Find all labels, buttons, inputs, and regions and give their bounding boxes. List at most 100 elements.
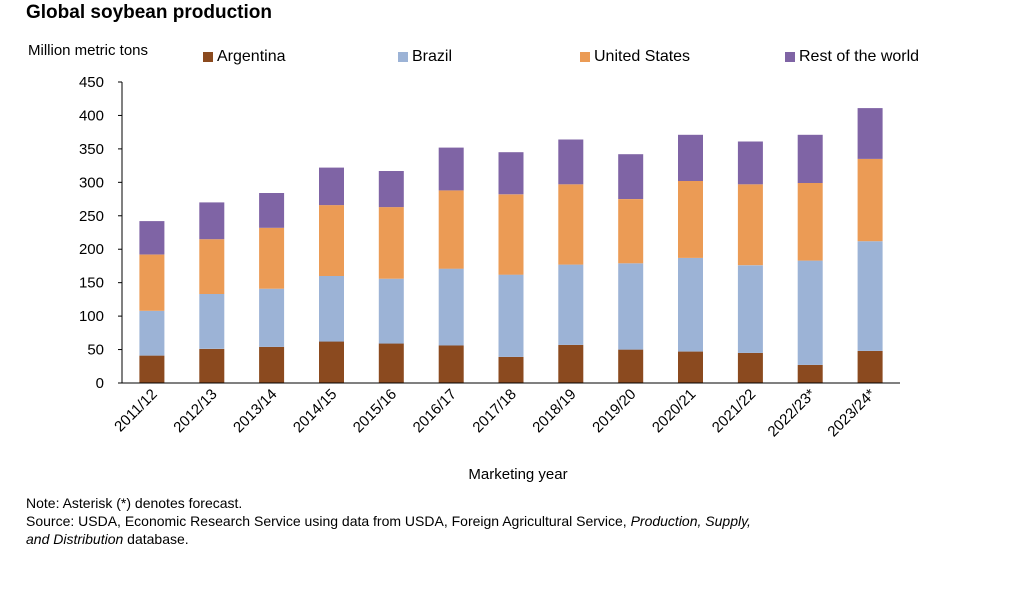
x-tick-label: 2015/16 [350, 386, 400, 436]
source-italic-2: and Distribution [26, 531, 124, 547]
legend-item-rest-of-world: Rest of the world [785, 48, 919, 66]
y-tick-label: 150 [79, 275, 104, 292]
bar-argentina-9 [678, 351, 703, 383]
bar-brazil-11 [797, 260, 823, 365]
legend-label-rest-of-world: Rest of the world [799, 48, 920, 65]
x-axis-label-text: Marketing year [468, 466, 568, 483]
bar-brazil-2 [259, 288, 285, 347]
legend-label-argentina: Argentina [217, 48, 286, 65]
bar-argentina-10 [737, 352, 763, 383]
y-tick-label: 50 [87, 342, 104, 359]
bar-rest-of-the-world-5 [438, 147, 464, 191]
bar-united-states-8 [618, 199, 644, 264]
y-tick-label: 400 [79, 107, 104, 124]
legend-item-brazil: Brazil [398, 48, 452, 66]
x-tick-label: 2017/18 [469, 386, 519, 436]
bar-brazil-12 [857, 241, 883, 351]
bar-rest-of-the-world-1 [199, 202, 225, 240]
bar-united-states-9 [678, 181, 703, 258]
bar-brazil-5 [438, 268, 464, 346]
bar-brazil-10 [737, 265, 763, 353]
legend-label-brazil: Brazil [412, 48, 453, 65]
bar-united-states-6 [498, 194, 524, 275]
x-tick-label: 2019/20 [589, 386, 639, 436]
bar-rest-of-the-world-11 [797, 134, 823, 183]
source-italic-1: Production, Supply, [630, 513, 751, 529]
bar-argentina-1 [199, 348, 225, 383]
y-tick-label: 250 [79, 208, 104, 225]
x-tick-label: 2018/19 [529, 386, 579, 436]
bar-rest-of-the-world-3 [319, 167, 344, 206]
y-tick-label: 350 [79, 141, 104, 158]
bar-brazil-6 [498, 274, 524, 357]
bar-united-states-10 [737, 184, 763, 266]
bar-brazil-8 [618, 263, 644, 350]
bar-argentina-6 [498, 356, 524, 383]
x-tick-label: 2013/14 [230, 386, 280, 436]
bar-rest-of-the-world-12 [857, 108, 883, 159]
y-tick-label: 100 [79, 308, 104, 325]
bar-brazil-4 [378, 278, 404, 344]
legend-label-united-states: United States [594, 48, 691, 65]
legend-item-argentina: Argentina [203, 48, 286, 66]
note-text: Note: Asterisk (*) denotes forecast. [26, 495, 243, 511]
x-tick-label: 2016/17 [410, 386, 460, 436]
bar-united-states-0 [139, 254, 165, 311]
bar-united-states-1 [199, 239, 225, 294]
bar-rest-of-the-world-2 [259, 193, 285, 228]
chart-notes: Note: Asterisk (*) denotes forecast. Sou… [26, 494, 926, 548]
bar-united-states-4 [378, 207, 404, 279]
bar-argentina-8 [618, 349, 644, 383]
bar-argentina-3 [319, 341, 344, 383]
x-tick-label: 2021/22 [709, 386, 759, 436]
legend-swatch-rest-of-world [785, 52, 795, 62]
x-tick-label: 2022/23* [765, 386, 820, 441]
bar-argentina-12 [857, 350, 883, 383]
y-tick-label: 300 [79, 174, 104, 191]
bar-argentina-7 [558, 344, 584, 383]
bar-rest-of-the-world-4 [378, 171, 404, 208]
x-tick-label: 2014/15 [290, 386, 340, 436]
y-tick-label: 0 [96, 375, 104, 392]
x-tick-label: 2012/13 [170, 386, 220, 436]
bar-brazil-3 [319, 276, 344, 342]
chart-plot: 2011/12 2012/13 2013/14 2014/15 2015/16 2016/… [79, 74, 900, 441]
bar-rest-of-the-world-0 [139, 221, 165, 255]
chart-title: Global soybean production [26, 2, 272, 23]
y-tick-label: 200 [79, 241, 104, 258]
legend-item-united-states: United States [580, 48, 690, 66]
legend-swatch-brazil [398, 52, 408, 62]
bar-brazil-7 [558, 264, 584, 345]
y-axis-label: Million metric tons [28, 42, 149, 59]
bar-brazil-9 [678, 257, 703, 352]
x-tick-label: 2020/21 [649, 386, 699, 436]
bar-argentina-2 [259, 346, 285, 383]
x-axis-label: Marketing year [0, 466, 1024, 483]
source-prefix: Source: USDA, Economic Research Service … [26, 513, 631, 529]
bar-united-states-11 [797, 183, 823, 261]
legend-swatch-united-states [580, 52, 590, 62]
legend: Argentina Brazil United States Rest of t… [0, 48, 1024, 70]
bar-argentina-5 [438, 345, 464, 383]
x-tick-label: 2023/24* [824, 386, 879, 441]
legend-swatch-argentina [203, 52, 213, 62]
bar-rest-of-the-world-7 [558, 139, 584, 185]
source-suffix: database. [123, 531, 189, 547]
bar-argentina-0 [139, 355, 165, 383]
bar-argentina-4 [378, 343, 404, 383]
bar-rest-of-the-world-8 [618, 154, 644, 199]
y-tick-label: 450 [79, 74, 104, 91]
bar-brazil-0 [139, 310, 165, 356]
bar-united-states-2 [259, 227, 285, 289]
bar-united-states-12 [857, 158, 883, 242]
x-tick-label: 2011/12 [111, 386, 161, 436]
bar-rest-of-the-world-10 [737, 141, 763, 185]
bar-argentina-11 [797, 364, 823, 383]
bar-united-states-5 [438, 190, 464, 269]
bar-united-states-3 [319, 205, 344, 276]
bar-rest-of-the-world-6 [498, 152, 524, 195]
bar-rest-of-the-world-9 [678, 134, 703, 181]
bar-brazil-1 [199, 294, 225, 349]
source-text: Source: USDA, Economic Research Service … [26, 512, 926, 548]
bar-united-states-7 [558, 184, 584, 265]
